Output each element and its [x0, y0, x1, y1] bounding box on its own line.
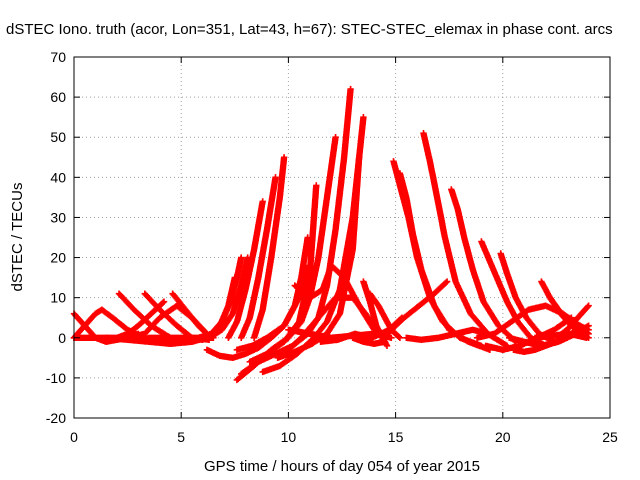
series-14 [250, 154, 288, 341]
series-23 [291, 262, 378, 333]
series-44 [403, 326, 491, 343]
y-tick-label: 40 [50, 169, 66, 185]
y-tick-label: 70 [50, 49, 66, 65]
series-43 [559, 322, 592, 341]
series-11 [205, 254, 251, 341]
series-markers [349, 334, 389, 347]
x-tick-label: 25 [602, 429, 618, 445]
series-45 [349, 334, 389, 347]
series-42 [553, 302, 592, 341]
series-21 [246, 182, 320, 365]
x-tick-label: 15 [388, 429, 404, 445]
series-28 [366, 290, 404, 341]
x-axis-label: GPS time / hours of day 054 of year 2015 [204, 458, 480, 475]
series-12 [225, 198, 266, 341]
series-markers [559, 322, 592, 341]
y-tick-label: 10 [50, 290, 66, 306]
series-40 [510, 334, 571, 355]
y-tick-label: 20 [50, 250, 66, 266]
series-markers [246, 182, 320, 365]
series-markers [366, 290, 404, 341]
series-markers [238, 174, 279, 341]
x-tick-label: 5 [177, 429, 185, 445]
x-tick-label: 0 [70, 429, 78, 445]
plot-frame [73, 56, 611, 419]
x-tick-label: 10 [281, 429, 297, 445]
series-markers [250, 154, 288, 341]
series-markers [291, 262, 378, 333]
series-13 [238, 174, 279, 341]
series-layer [70, 85, 592, 384]
x-tick-label: 20 [495, 429, 511, 445]
series-markers [510, 334, 571, 355]
ticks: 0 5 10 15 20 25 -20 -10 0 10 20 30 40 50 60 70 [46, 49, 618, 445]
y-tick-label: -20 [46, 410, 66, 426]
series-markers [225, 198, 266, 341]
y-tick-label: 60 [50, 89, 66, 105]
series-markers [553, 302, 592, 341]
y-tick-label: 0 [58, 330, 66, 346]
y-axis-label: dSTEC / TECUs [9, 183, 26, 292]
series-markers [403, 326, 491, 343]
series-30 [396, 170, 494, 353]
chart-title: dSTEC Iono. truth (acor, Lon=351, Lat=43… [6, 21, 613, 38]
grid [74, 57, 610, 418]
series-markers [396, 170, 494, 353]
y-tick-label: -10 [46, 370, 66, 386]
y-tick-label: 50 [50, 129, 66, 145]
y-tick-label: 30 [50, 209, 66, 225]
series-markers [205, 254, 251, 341]
